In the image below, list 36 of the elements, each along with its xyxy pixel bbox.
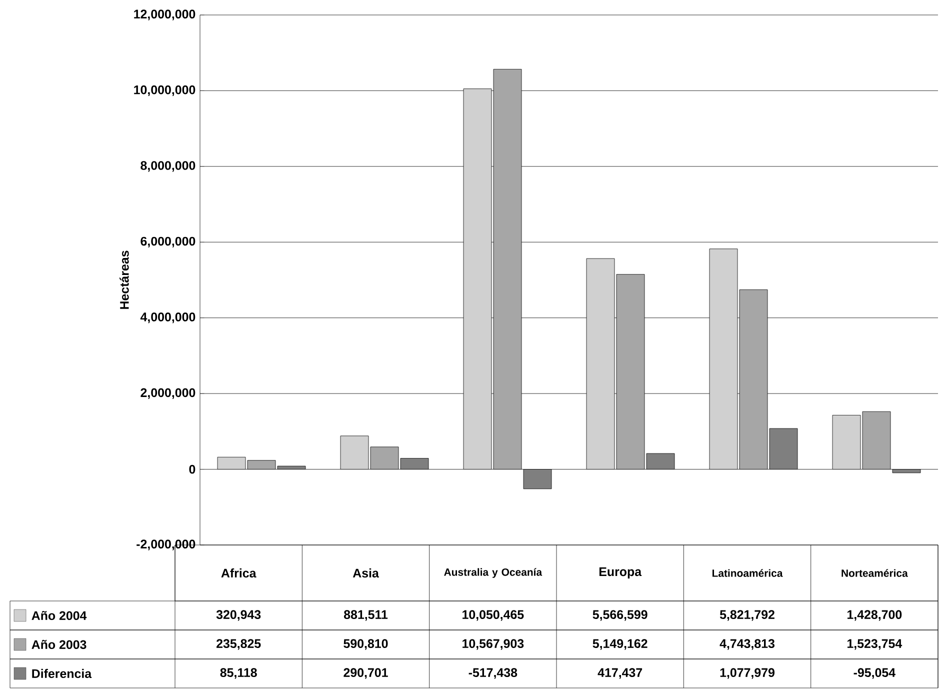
y-tick-label: 8,000,000 — [140, 161, 196, 172]
legend-label: Año 2003 — [32, 640, 86, 650]
data-label: 10,050,465 — [462, 610, 524, 621]
x-tick-label: Europa — [599, 567, 642, 579]
data-label: 1,428,700 — [848, 610, 902, 621]
data-label: 290,701 — [344, 668, 388, 679]
legend-label: Diferencia — [32, 668, 92, 678]
data-label: -95,054 — [854, 668, 896, 679]
x-tick-label: Latinoamérica — [712, 569, 783, 577]
legend-label: Año 2004 — [32, 610, 87, 620]
data-label: 85,118 — [220, 668, 257, 679]
data-label: 5,149,162 — [592, 639, 648, 650]
data-label: 417,437 — [598, 668, 642, 679]
data-label: 4,743,813 — [720, 639, 774, 650]
x-tick-label: Asia — [352, 568, 379, 578]
data-label: 1,077,979 — [720, 668, 774, 679]
y-tick-label: -2,000,000 — [136, 540, 196, 550]
y-tick-label: 4,000,000 — [140, 312, 196, 324]
data-label: 881,511 — [344, 610, 388, 621]
y-tick-label: 2,000,000 — [140, 388, 196, 399]
data-label: 1,523,754 — [848, 639, 902, 650]
data-label: -517,438 — [468, 668, 518, 679]
data-label: 10,567,903 — [462, 639, 524, 650]
x-tick-label: Australia y Oceanía — [444, 568, 542, 578]
x-tick-label: Norteamérica — [842, 569, 908, 577]
y-tick-label: 0 — [189, 464, 196, 474]
y-axis-title: Hectáreas — [120, 250, 129, 309]
data-label: 235,825 — [216, 639, 261, 650]
data-label: 320,943 — [216, 610, 261, 621]
data-label: 5,821,792 — [720, 610, 774, 621]
data-label: 5,566,599 — [592, 610, 648, 621]
data-label: 590,810 — [344, 639, 388, 650]
y-tick-label: 6,000,000 — [140, 236, 196, 248]
x-tick-label: Africa — [221, 568, 256, 578]
y-tick-label: 12,000,000 — [134, 10, 196, 20]
y-tick-label: 10,000,000 — [134, 85, 196, 96]
